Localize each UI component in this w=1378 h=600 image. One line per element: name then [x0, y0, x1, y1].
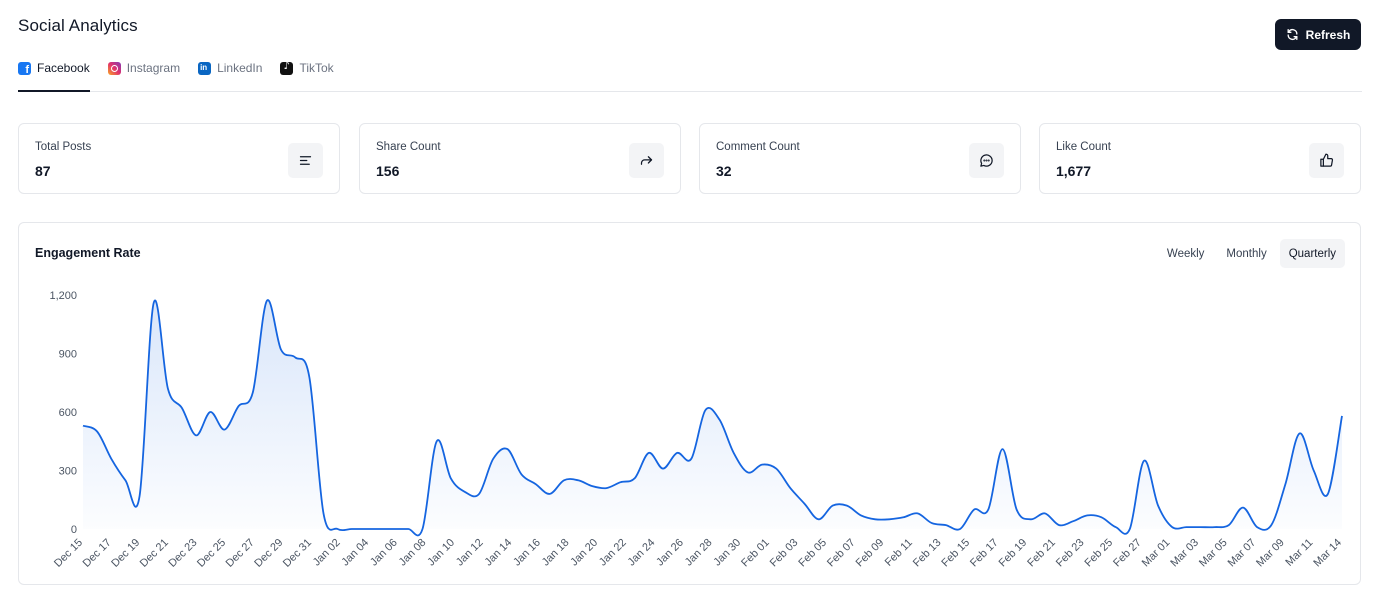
x-tick-label: Jan 30	[711, 537, 743, 569]
tab-linkedin[interactable]: LinkedIn	[198, 60, 262, 91]
y-tick-label: 900	[59, 349, 77, 361]
x-tick-label: Feb 01	[739, 537, 772, 570]
x-tick-label: Feb 11	[883, 537, 915, 569]
refresh-icon	[1287, 28, 1298, 41]
stat-card-total-posts: Total Posts 87	[18, 123, 340, 194]
stat-card-comment-count: Comment Count 32	[699, 123, 1021, 194]
x-tick-label: Jan 14	[482, 537, 514, 569]
x-tick-label: Mar 01	[1140, 537, 1173, 570]
stat-label: Like Count	[1056, 141, 1111, 153]
stat-value: 87	[35, 163, 51, 179]
x-tick-label: Mar 14	[1311, 537, 1344, 570]
x-tick-label: Jan 10	[425, 537, 457, 569]
tab-label: Instagram	[126, 61, 181, 75]
x-tick-label: Feb 23	[1054, 537, 1087, 570]
x-tick-label: Feb 05	[796, 537, 829, 570]
tab-facebook[interactable]: Facebook	[18, 60, 90, 92]
share-arrow-icon	[629, 143, 664, 178]
x-tick-label: Mar 09	[1254, 537, 1287, 570]
engagement-chart-card: 0 300 600 900 1,200 Dec 15 Dec 17 Dec 19 Dec 21 D…	[18, 222, 1361, 585]
stat-label: Share Count	[376, 141, 441, 153]
x-tick-label: Feb 09	[854, 537, 887, 570]
period-weekly-button[interactable]: Weekly	[1166, 247, 1205, 260]
x-tick-label: Dec 15	[52, 537, 85, 570]
x-tick-label: Jan 12	[454, 537, 486, 569]
thumbs-up-icon	[1309, 143, 1344, 178]
x-tick-label: Jan 06	[368, 537, 400, 569]
x-tick-label: Dec 27	[224, 537, 257, 570]
stat-value: 1,677	[1056, 163, 1092, 179]
comment-icon	[969, 143, 1004, 178]
stat-card-like-count: Like Count 1,677	[1039, 123, 1361, 194]
x-tick-label: Jan 28	[683, 537, 715, 569]
x-tick-label: Jan 18	[540, 537, 572, 569]
x-tick-label: Jan 16	[511, 537, 543, 569]
tab-label: Facebook	[37, 61, 90, 75]
tiktok-icon	[280, 61, 294, 75]
x-tick-label: Jan 22	[597, 537, 629, 569]
series-area	[83, 300, 1342, 536]
x-tick-label: Feb 07	[825, 537, 858, 570]
x-tick-label: Mar 05	[1197, 537, 1230, 570]
x-tick-label: Dec 21	[138, 537, 171, 570]
x-tick-label: Dec 19	[109, 537, 142, 570]
chart-title: Engagement Rate	[35, 246, 141, 260]
y-tick-label: 600	[59, 407, 77, 419]
tab-label: LinkedIn	[217, 61, 263, 75]
platform-tabs: Facebook Instagram LinkedIn TikTok	[18, 60, 1362, 92]
x-tick-label: Jan 04	[339, 537, 371, 569]
instagram-icon	[107, 62, 121, 75]
x-tick-label: Feb 19	[997, 537, 1030, 570]
x-tick-label: Feb 13	[911, 537, 944, 570]
x-tick-label: Mar 03	[1168, 537, 1201, 570]
x-tick-label: Feb 03	[768, 537, 801, 570]
x-tick-label: Feb 25	[1083, 537, 1116, 570]
tab-label: TikTok	[299, 61, 334, 75]
x-tick-label: Dec 29	[252, 537, 285, 570]
x-tick-label: Feb 27	[1111, 537, 1144, 570]
x-tick-label: Jan 26	[654, 537, 686, 569]
stat-value: 32	[716, 163, 732, 179]
x-tick-label: Jan 08	[397, 537, 429, 569]
period-selector: Weekly Monthly Quarterly	[1158, 239, 1345, 268]
y-tick-label: 300	[59, 466, 77, 478]
tab-tiktok[interactable]: TikTok	[280, 60, 334, 91]
y-tick-label: 1,200	[49, 290, 77, 302]
x-tick-label: Dec 31	[281, 537, 314, 570]
x-tick-label: Dec 17	[81, 537, 114, 570]
x-tick-label: Dec 23	[166, 537, 199, 570]
x-tick-label: Dec 25	[195, 537, 228, 570]
stat-label: Comment Count	[716, 141, 800, 153]
stat-label: Total Posts	[35, 141, 92, 153]
stat-card-share-count: Share Count 156	[359, 123, 681, 194]
x-tick-label: Mar 07	[1226, 537, 1259, 570]
period-monthly-button[interactable]: Monthly	[1226, 247, 1267, 260]
x-tick-label: Feb 17	[968, 537, 1001, 570]
x-tick-label: Feb 21	[1025, 537, 1058, 570]
refresh-button[interactable]: Refresh	[1275, 19, 1361, 50]
x-tick-label: Jan 24	[626, 537, 658, 569]
page-title: Social Analytics	[18, 16, 138, 35]
x-tick-label: Feb 15	[939, 537, 972, 570]
linkedin-icon	[198, 62, 212, 75]
refresh-label: Refresh	[1305, 27, 1351, 42]
align-lines-icon	[288, 143, 323, 178]
x-tick-label: Mar 11	[1283, 537, 1315, 569]
x-tick-label: Jan 20	[568, 537, 600, 569]
period-quarterly-button[interactable]: Quarterly	[1279, 239, 1345, 268]
facebook-icon	[18, 62, 31, 76]
y-tick-label: 0	[71, 524, 77, 536]
x-tick-label: Jan 02	[311, 537, 343, 569]
tab-instagram[interactable]: Instagram	[107, 60, 181, 91]
stat-value: 156	[376, 163, 400, 179]
series-line	[82, 299, 1343, 537]
